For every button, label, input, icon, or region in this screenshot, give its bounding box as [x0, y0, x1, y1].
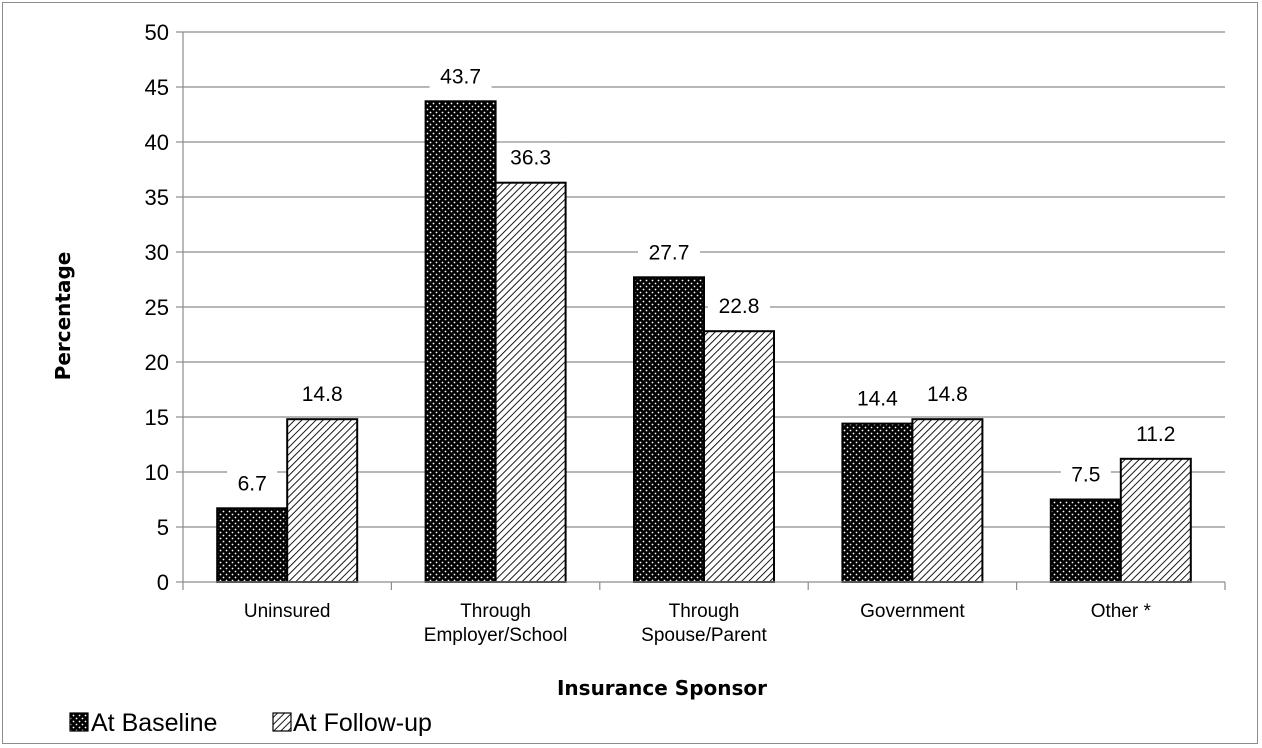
bar-baseline-1	[424, 100, 497, 584]
y-tick-label-30: 30	[145, 240, 169, 265]
y-tick-label-35: 35	[145, 185, 169, 210]
data-label-baseline-2: 27.7	[649, 241, 690, 264]
y-tick-label-25: 25	[145, 295, 169, 320]
y-tick-label-10: 10	[145, 460, 169, 485]
legend-label-baseline: At Baseline	[91, 709, 217, 737]
x-category-label-4: Other *	[1091, 601, 1152, 622]
data-label-followup-2: 22.8	[719, 295, 760, 318]
bar-followup-0	[286, 418, 359, 584]
data-label-bg-1-0	[291, 379, 354, 410]
y-tick-label-50: 50	[145, 20, 169, 45]
y-tick-label-0: 0	[157, 570, 169, 595]
y-tick-label-20: 20	[145, 350, 169, 375]
bar-followup-3	[911, 418, 984, 584]
x-category-label-2-line-1: Spouse/Parent	[641, 625, 767, 646]
x-category-label-1-line-0: Through	[460, 601, 531, 622]
y-axis-tick-labels: 0 5 10 15 20 25 30 35 40 45 50	[145, 20, 169, 595]
bar-followup-4	[1119, 457, 1192, 583]
data-label-bg-0-1	[429, 61, 492, 92]
bars	[216, 100, 1192, 584]
y-tick-label-40: 40	[145, 130, 169, 155]
bar-baseline-2	[633, 276, 705, 583]
data-label-baseline-1: 43.7	[440, 65, 481, 88]
data-label-bg-1-2	[708, 291, 770, 322]
x-axis-category-labels: Uninsured Through Employer/School Through Sp…	[244, 601, 1152, 646]
data-label-baseline-3: 14.4	[857, 388, 898, 411]
data-label-followup-0: 14.8	[302, 383, 343, 406]
bar-followup-2	[703, 330, 775, 584]
data-label-followup-4: 11.2	[1136, 423, 1175, 446]
data-label-followup-3: 14.8	[927, 383, 968, 406]
data-label-baseline-0: 6.7	[238, 472, 267, 495]
data-labels: 6.7 14.8 43.7 36.3 27.7 22.8 14.4 14.8 7.5 11.2	[227, 61, 1187, 499]
data-label-bg-0-0	[227, 468, 278, 499]
bar-baseline-0	[216, 507, 289, 583]
legend-label-followup: At Follow-up	[293, 709, 432, 737]
legend-swatch-followup	[272, 712, 292, 732]
data-label-bg-0-3	[846, 383, 909, 414]
data-label-followup-1: 36.3	[510, 147, 551, 170]
x-category-label-3: Government	[860, 601, 965, 622]
x-axis-title: Insurance Sponsor	[557, 676, 767, 700]
y-tick-label-5: 5	[157, 515, 169, 540]
data-label-bg-1-1	[499, 142, 562, 173]
x-category-label-0: Uninsured	[244, 601, 331, 622]
data-label-baseline-4: 7.5	[1071, 464, 1100, 487]
data-label-bg-1-3	[916, 379, 979, 410]
data-label-bg-1-4	[1124, 418, 1187, 449]
y-axis-title: Percentage	[51, 252, 75, 381]
data-label-bg-0-2	[638, 237, 700, 268]
y-tick-label-45: 45	[145, 75, 169, 100]
legend: At Baseline At Follow-up	[69, 709, 432, 737]
axes	[176, 31, 1226, 590]
x-category-label-1-line-1: Employer/School	[424, 625, 568, 646]
legend-swatch-baseline	[69, 712, 89, 732]
bar-baseline-4	[1049, 498, 1122, 583]
bar-baseline-3	[841, 422, 914, 583]
data-label-bg-0-4	[1060, 459, 1111, 490]
bar-followup-1	[494, 181, 567, 583]
x-category-label-2-line-0: Through	[669, 601, 740, 622]
y-tick-label-15: 15	[145, 405, 169, 430]
